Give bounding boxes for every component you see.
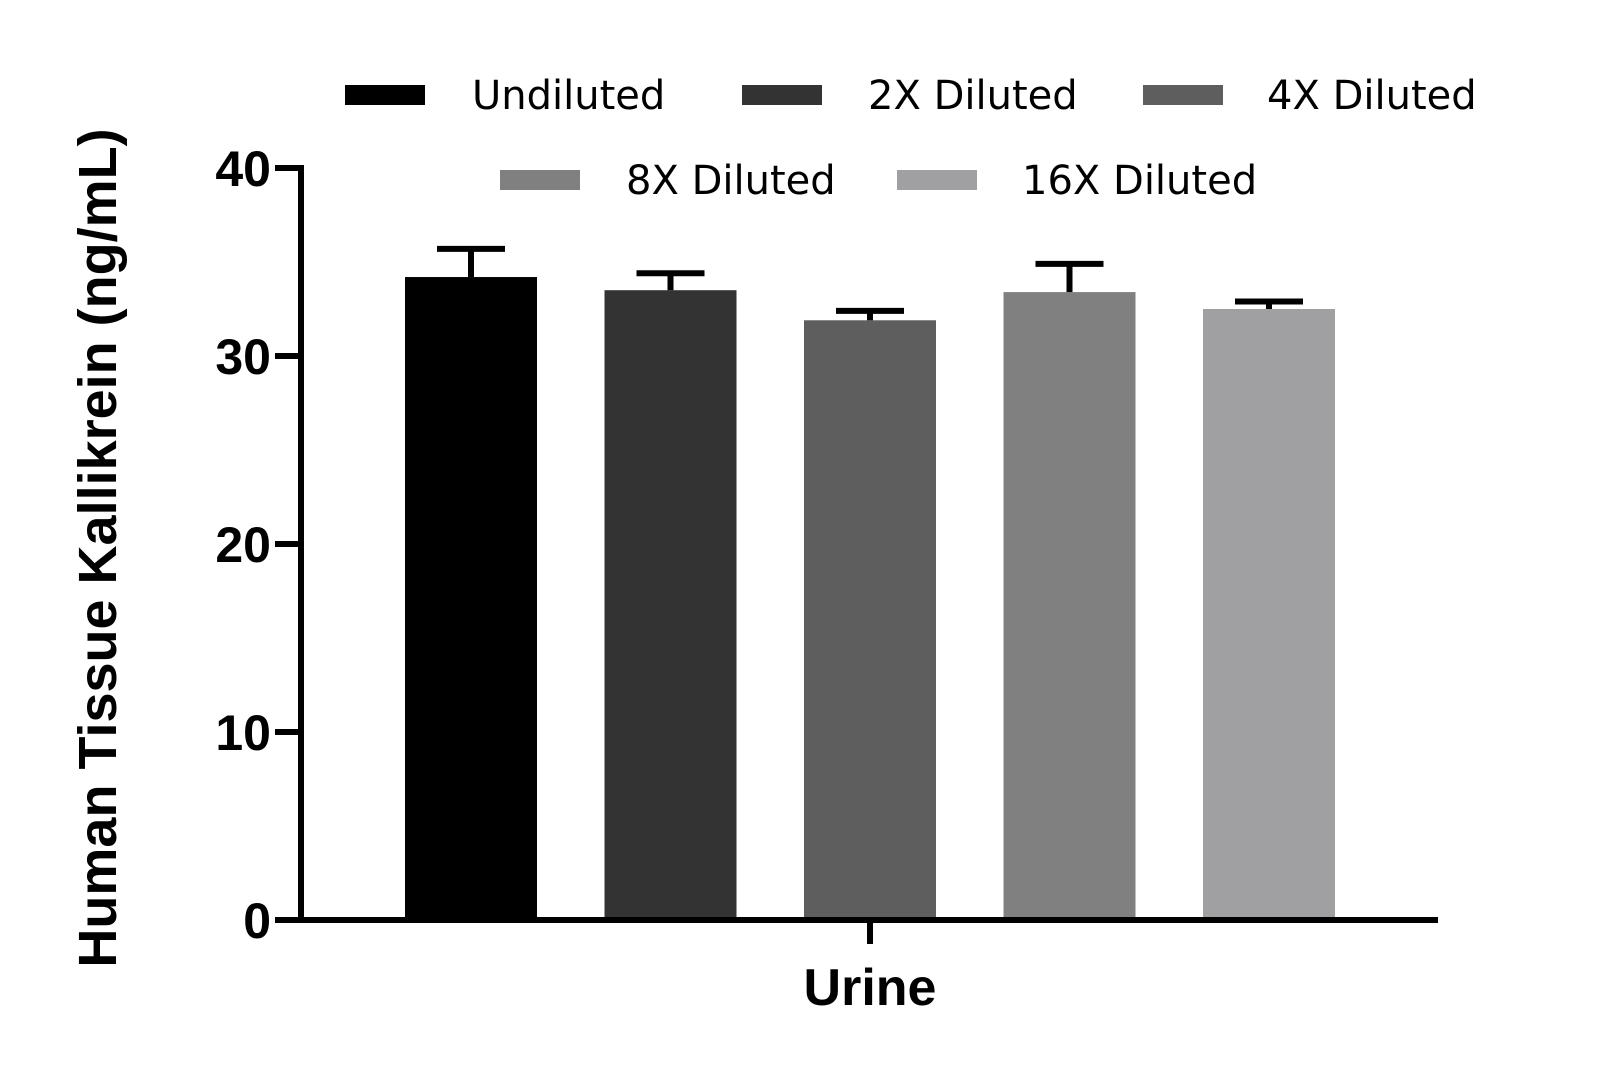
y-axis-title: Human Tissue Kallikrein (ng/mL): [68, 128, 128, 967]
y-tick-label: 10: [215, 705, 271, 761]
legend-swatch: [1143, 85, 1223, 105]
y-tick-label: 30: [215, 329, 271, 385]
y-tick-label: 0: [243, 893, 271, 949]
bar-2x-diluted: [604, 290, 737, 920]
legend-label: 4X Diluted: [1267, 73, 1477, 119]
error-bars: [437, 245, 1303, 321]
bar-undiluted: [405, 277, 537, 920]
legend-swatch: [742, 85, 822, 105]
legend-label: Undiluted: [472, 73, 665, 119]
bars: [405, 277, 1335, 921]
y-tick-label: 40: [215, 141, 271, 197]
bar-8x-diluted: [1003, 292, 1136, 921]
legend-label: 16X Diluted: [1022, 158, 1257, 204]
legend-label: 8X Diluted: [626, 158, 836, 204]
legend: Undiluted 2X Diluted 4X Diluted 8X Diluted 1…: [345, 73, 1477, 204]
y-ticks: 0 10 20 30 40: [215, 141, 301, 949]
y-tick-label: 20: [215, 517, 271, 573]
legend-swatch: [345, 85, 425, 105]
legend-swatch: [897, 170, 977, 190]
legend-swatch: [500, 170, 580, 190]
legend-label: 2X Diluted: [868, 73, 1078, 119]
x-category-label: Urine: [804, 959, 937, 1017]
bar-16x-diluted: [1203, 309, 1335, 920]
bar-4x-diluted: [804, 320, 936, 920]
